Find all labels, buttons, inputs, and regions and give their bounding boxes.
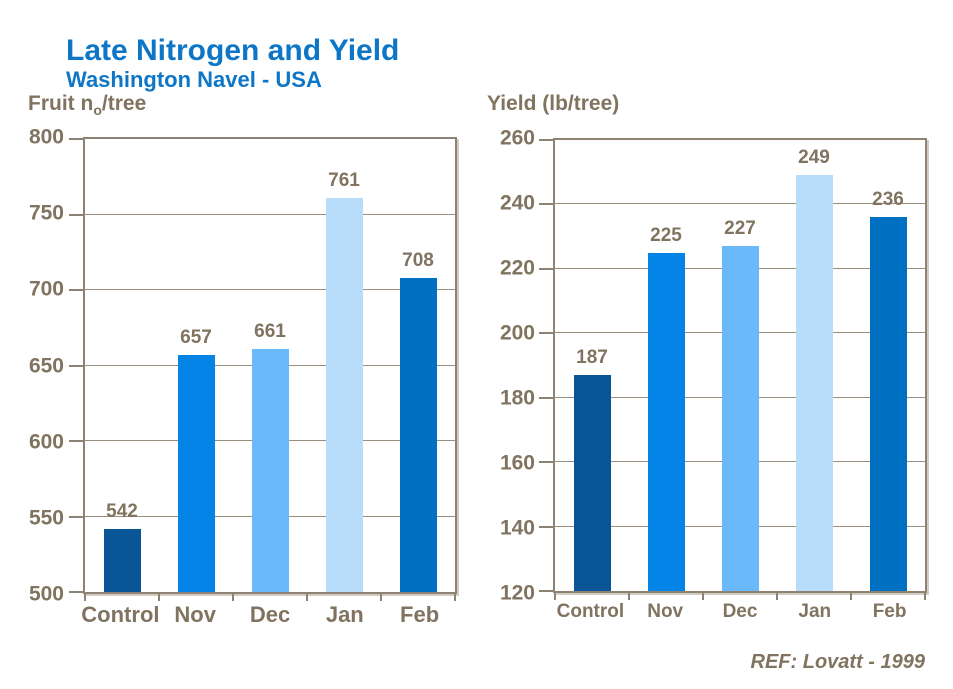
bar-jan (325, 197, 363, 592)
yield-plot-area: 187 225 227 249 236 (539, 138, 927, 600)
x-axis-tick (158, 592, 160, 601)
y-axis-label: 260 (499, 126, 535, 150)
x-axis-label-control: Control (81, 602, 160, 627)
bar-value-feb: 236 (872, 189, 904, 211)
y-axis-tick-550 (69, 515, 83, 518)
bar-value-control: 187 (576, 347, 608, 369)
x-axis-tick (306, 592, 308, 601)
x-axis-label-control: Control (556, 601, 625, 622)
y-axis-label: 550 (28, 506, 64, 530)
yield-axis-title: Yield (lb/tree) (487, 92, 619, 116)
bar-nov (177, 354, 215, 592)
gridline-750 (85, 213, 455, 215)
y-axis-label: 650 (28, 354, 64, 377)
fruit-count-y-axis: 500 550 600 650 700 750 800 (12, 127, 64, 605)
axis-title-text: /tree (101, 92, 147, 115)
bar-value-jan: 249 (798, 147, 830, 169)
bar-value-jan: 761 (328, 169, 360, 191)
axis-title-subscript: o (93, 102, 102, 119)
y-axis-tick-160 (539, 461, 553, 464)
x-axis-label-jan: Jan (325, 602, 364, 627)
page-subtitle: Washington Navel - USA (66, 67, 322, 93)
bar-value-dec: 227 (724, 218, 756, 240)
bar-value-nov: 225 (650, 224, 682, 246)
axis-title-text: Fruit n (28, 92, 94, 115)
y-axis-label: 160 (499, 451, 535, 475)
y-axis-tick-700 (69, 289, 83, 292)
axis-title-text: Yield (lb/tree) (487, 92, 620, 115)
y-axis-tick-500 (69, 591, 83, 593)
reference-text: REF: Lovatt - 1999 (750, 651, 925, 673)
x-axis-tick (850, 591, 852, 600)
y-axis-tick-240 (539, 203, 553, 206)
bar-value-control: 542 (106, 500, 138, 522)
y-axis-tick-800 (69, 138, 83, 140)
bar-nov (647, 252, 685, 591)
fruit-count-plot-area: 542 657 661 761 708 (69, 137, 457, 601)
y-axis-label: 800 (28, 125, 64, 149)
x-axis-label-feb: Feb (400, 602, 440, 627)
bar-control (573, 375, 611, 591)
yield-y-axis: 120 140 160 180 200 220 240 260 (483, 128, 535, 604)
x-axis-label-feb: Feb (872, 601, 907, 622)
y-axis-label: 180 (499, 386, 535, 410)
bar-value-nov: 657 (180, 326, 212, 348)
x-axis-tick (84, 592, 86, 601)
fruit-count-axis-title: Fruit no/tree (28, 92, 146, 118)
bar-feb (869, 217, 907, 591)
y-axis-label: 500 (28, 582, 64, 606)
bar-feb (399, 277, 437, 592)
bar-jan (795, 175, 833, 591)
y-axis-tick-260 (539, 139, 553, 141)
x-axis-tick (380, 592, 382, 601)
y-axis-label: 700 (28, 277, 64, 301)
x-axis-tick (702, 591, 704, 600)
x-axis-tick (628, 591, 630, 600)
y-axis-tick-600 (69, 440, 83, 443)
fruit-count-x-axis: Control Nov Dec Jan Feb (81, 602, 457, 632)
y-axis-tick-220 (539, 267, 553, 270)
y-axis-tick-650 (69, 364, 83, 367)
y-axis-label: 140 (499, 516, 535, 540)
gridline-240 (555, 203, 925, 205)
bar-dec (721, 246, 759, 591)
x-axis-tick (232, 592, 234, 601)
y-axis-label: 220 (499, 256, 535, 280)
gridline-700 (85, 289, 455, 291)
x-axis-tick (776, 591, 778, 600)
y-axis-label: 600 (28, 430, 64, 454)
x-axis-label-jan: Jan (798, 601, 832, 622)
y-axis-label: 200 (499, 321, 535, 345)
bar-value-feb: 708 (402, 249, 434, 271)
x-axis-label-dec: Dec (722, 601, 758, 622)
bar-dec (251, 348, 289, 592)
x-axis-label-nov: Nov (647, 601, 684, 622)
y-axis-tick-180 (539, 396, 553, 399)
y-axis-label: 750 (28, 201, 64, 225)
y-axis-label: 120 (499, 581, 535, 605)
x-axis-tick (554, 591, 556, 600)
yield-x-axis: Control Nov Dec Jan Feb (553, 602, 927, 630)
y-axis-tick-200 (539, 332, 553, 335)
y-axis-tick-120 (539, 590, 553, 592)
page-title: Late Nitrogen and Yield (66, 34, 400, 68)
y-axis-tick-750 (69, 213, 83, 216)
x-axis-tick (454, 592, 456, 601)
bar-value-dec: 661 (254, 320, 286, 342)
y-axis-label: 240 (499, 191, 535, 215)
x-axis-label-nov: Nov (174, 602, 216, 627)
y-axis-tick-140 (539, 525, 553, 528)
x-axis-tick (924, 591, 926, 600)
bar-control (103, 528, 141, 592)
x-axis-label-dec: Dec (249, 602, 291, 627)
